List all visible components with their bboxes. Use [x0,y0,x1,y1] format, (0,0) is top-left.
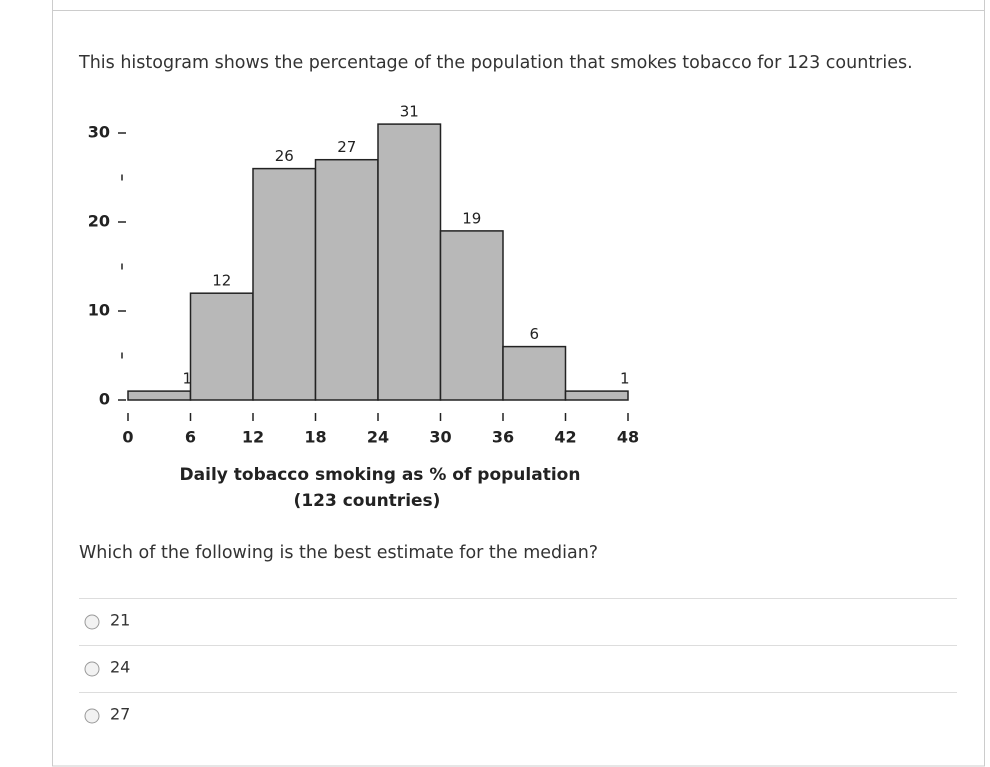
bar [564,390,629,401]
bar [502,345,567,401]
option-label[interactable]: 21 [110,611,130,630]
x-tick-label: 6 [185,428,196,447]
option-label[interactable]: 24 [110,658,130,677]
data-label: 1 [620,370,630,388]
data-label: 12 [212,272,231,290]
option-label[interactable]: 27 [110,705,130,724]
x-tick-label: 24 [367,428,389,447]
x-tick-label: 18 [304,428,326,447]
x-tick-label: 36 [492,428,514,447]
question-text: This histogram shows the percentage of t… [78,53,913,73]
data-label: 19 [462,209,481,227]
bar [127,390,192,401]
bar [439,230,504,401]
bar [189,292,254,401]
radio-button[interactable] [84,661,100,677]
x-tick-label: 48 [617,428,639,447]
x-axis-label: (123 countries) [294,491,441,511]
y-tick-label: 10 [88,301,110,320]
bar [314,158,379,401]
data-label: 31 [400,103,419,121]
x-axis-label: Daily tobacco smoking as % of population [180,465,581,485]
y-tick-label: 30 [88,123,110,142]
x-tick-label: 12 [242,428,264,447]
y-tick-label: 0 [99,390,110,409]
data-label: 1 [182,370,192,388]
radio-button[interactable] [84,614,100,630]
prompt-text: Which of the following is the best estim… [79,543,598,563]
radio-button[interactable] [84,708,100,724]
data-label: 26 [275,147,294,165]
bar [377,123,442,401]
bar [252,167,317,401]
y-tick-label: 20 [88,212,110,231]
x-tick-label: 42 [554,428,576,447]
data-label: 6 [529,325,539,343]
x-tick-label: 0 [122,428,133,447]
data-label: 27 [337,138,356,156]
x-tick-label: 30 [429,428,451,447]
